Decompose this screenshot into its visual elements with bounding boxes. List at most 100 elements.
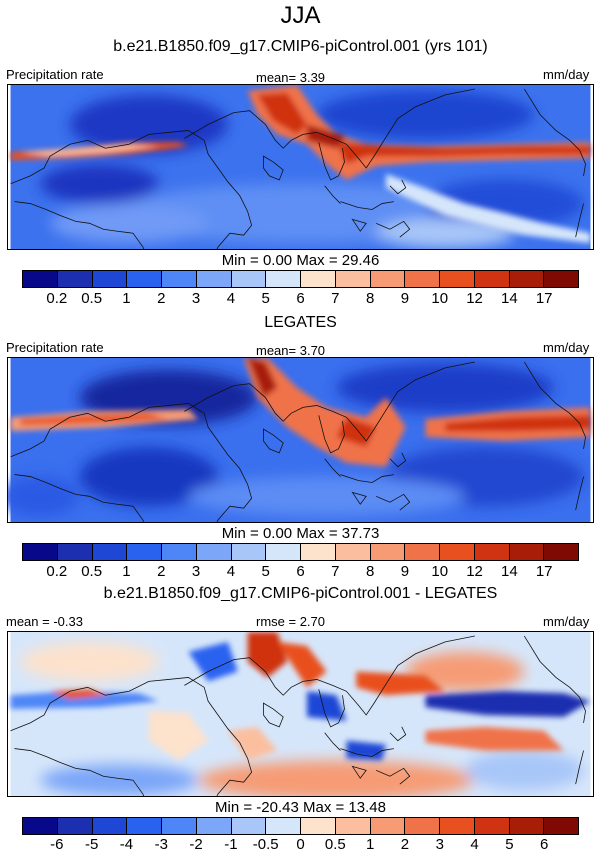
colorbar-tick-label: 6 xyxy=(296,290,305,307)
colorbar-segment xyxy=(335,818,371,834)
colorbar-tick-label: 2 xyxy=(157,290,166,307)
colorbar-segment xyxy=(440,271,475,287)
colorbar-tick-label: 8 xyxy=(365,290,375,307)
colorbar-tick-label: 0.5 xyxy=(81,290,103,307)
colorbar-segment xyxy=(405,544,440,560)
colorbar-segment xyxy=(92,271,128,287)
panel-1-left-label: Precipitation rate xyxy=(6,67,104,82)
panel-1-colorbar-ticks: 0.2 0.5 1 2 3 4 5 6 7 8 9 10 12 14 17 xyxy=(22,290,579,308)
colorbar-segment xyxy=(23,271,58,287)
page-title: JJA xyxy=(280,2,321,29)
panel-1-map xyxy=(7,84,594,250)
colorbar-tick-label: 12 xyxy=(466,563,483,580)
colorbar-tick-label: -4 xyxy=(119,836,134,853)
panel-1-mean-label: mean= 3.39 xyxy=(256,70,326,85)
colorbar-segment xyxy=(509,818,545,834)
colorbar-segment xyxy=(509,544,545,560)
panel-3-mean-label: mean = -0.33 xyxy=(6,614,83,629)
colorbar-segment xyxy=(196,818,232,834)
colorbar-segment xyxy=(162,271,197,287)
colorbar-tick-label: 5 xyxy=(505,836,514,853)
colorbar-tick-label: 8 xyxy=(365,563,375,580)
colorbar-segment xyxy=(196,544,232,560)
colorbar-tick-label: 6 xyxy=(540,836,549,853)
colorbar-tick-label: -6 xyxy=(50,836,64,853)
colorbar-segment xyxy=(440,818,475,834)
colorbar-segment xyxy=(92,544,128,560)
colorbar-segment xyxy=(92,818,128,834)
panel-2-map xyxy=(7,357,594,523)
panel-1-units-label: mm/day xyxy=(543,67,590,82)
colorbar-segment xyxy=(231,818,267,834)
colorbar-segment xyxy=(301,818,336,834)
colorbar-tick-label: 5 xyxy=(261,563,270,580)
colorbar-tick-label: 0.5 xyxy=(324,836,346,853)
colorbar-segment xyxy=(474,271,510,287)
panel-2-colorbar xyxy=(22,543,579,561)
colorbar-tick-label: -0.5 xyxy=(252,836,279,853)
colorbar-tick-label: 0.5 xyxy=(81,563,103,580)
panel-3-rmse-label: rmse = 2.70 xyxy=(256,614,326,629)
panel-3-stats: Min = -20.43 Max = 13.48 xyxy=(215,799,386,816)
colorbar-tick-label: 2 xyxy=(400,836,410,853)
colorbar-segment xyxy=(127,271,162,287)
colorbar-tick-label: -1 xyxy=(224,836,238,853)
colorbar-tick-label: 1 xyxy=(122,290,131,307)
colorbar-segment xyxy=(370,818,406,834)
colorbar-segment xyxy=(301,271,336,287)
panel-1-stats: Min = 0.00 Max = 29.46 xyxy=(221,252,380,269)
colorbar-tick-label: 5 xyxy=(261,290,270,307)
colorbar-tick-label: 4 xyxy=(226,290,236,307)
colorbar-tick-label: -3 xyxy=(154,836,168,853)
colorbar-tick-label: 17 xyxy=(535,563,553,580)
colorbar-segment xyxy=(474,818,510,834)
panel-2-left-label: Precipitation rate xyxy=(6,340,104,355)
colorbar-segment xyxy=(266,818,301,834)
colorbar-tick-label: 14 xyxy=(501,563,518,580)
panel-3-colorbar-ticks: -6 -5 -4 -3 -2 -1 -0.5 0 0.5 1 2 3 4 5 6 xyxy=(22,836,579,854)
panel-2-title: LEGATES xyxy=(264,314,337,331)
colorbar-tick-label: 7 xyxy=(331,290,340,307)
colorbar-tick-label: 4 xyxy=(470,836,479,853)
colorbar-tick-label: 10 xyxy=(431,563,449,580)
colorbar-tick-label: 10 xyxy=(431,290,449,307)
colorbar-segment xyxy=(405,818,440,834)
panel-2-stats: Min = 0.00 Max = 37.73 xyxy=(221,525,380,542)
colorbar-tick-label: -2 xyxy=(189,836,203,853)
colorbar-segment xyxy=(23,818,58,834)
colorbar-segment xyxy=(266,271,301,287)
colorbar-tick-label: 3 xyxy=(435,836,444,853)
colorbar-segment xyxy=(440,544,475,560)
colorbar-tick-label: 9 xyxy=(400,290,410,307)
colorbar-tick-label: -5 xyxy=(84,836,99,853)
colorbar-segment xyxy=(196,271,232,287)
panel-3-map xyxy=(7,631,594,797)
colorbar-segment xyxy=(301,544,336,560)
colorbar-segment xyxy=(57,818,93,834)
colorbar-segment xyxy=(127,818,162,834)
colorbar-tick-label: 1 xyxy=(365,836,375,853)
colorbar-segment xyxy=(474,544,510,560)
colorbar-segment xyxy=(231,271,267,287)
colorbar-tick-label: 4 xyxy=(226,563,236,580)
colorbar-tick-label: 12 xyxy=(466,290,483,307)
colorbar-segment xyxy=(370,544,406,560)
colorbar-tick-label: 3 xyxy=(191,290,201,307)
colorbar-tick-label: 17 xyxy=(535,290,553,307)
colorbar-tick-label: 6 xyxy=(296,563,305,580)
panel-2-colorbar-ticks: 0.2 0.5 1 2 3 4 5 6 7 8 9 10 12 14 17 xyxy=(22,563,579,581)
colorbar-segment xyxy=(335,544,371,560)
colorbar-tick-label: 3 xyxy=(191,563,201,580)
colorbar-segment xyxy=(509,271,545,287)
colorbar-segment xyxy=(127,544,162,560)
colorbar-segment xyxy=(57,271,93,287)
panel-2-mean-label: mean= 3.70 xyxy=(256,343,326,358)
colorbar-segment xyxy=(231,544,267,560)
colorbar-segment xyxy=(23,544,58,560)
colorbar-segment xyxy=(405,271,440,287)
colorbar-segment xyxy=(162,818,197,834)
panel-3-units-label: mm/day xyxy=(543,614,590,629)
colorbar-segment xyxy=(544,271,578,287)
panel-3-title: b.e21.B1850.f09_g17.CMIP6-piControl.001 … xyxy=(103,585,498,602)
colorbar-segment xyxy=(335,271,371,287)
